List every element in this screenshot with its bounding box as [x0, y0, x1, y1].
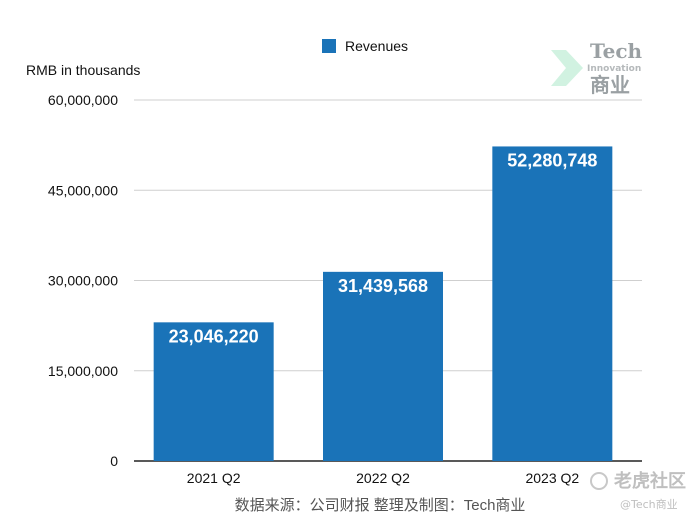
y-tick-label: 45,000,000	[48, 182, 118, 198]
watermark-brand-sub: Innovation	[587, 64, 641, 74]
y-axis-label: RMB in thousands	[26, 62, 140, 78]
legend: Revenues	[322, 38, 408, 54]
x-tick-label: 2022 Q2	[356, 470, 410, 486]
watermark-brand-en: Tech	[590, 39, 642, 63]
watermark-laohu-name: 老虎社区	[614, 470, 686, 492]
x-tick-label: 2023 Q2	[525, 470, 579, 486]
tech-brand-watermark: Tech Innovation 商业	[551, 39, 642, 97]
y-tick-label: 60,000,000	[48, 92, 118, 108]
legend-label-revenues: Revenues	[345, 38, 408, 54]
tiger-community-icon	[590, 472, 608, 490]
source-note: 数据来源：公司财报 整理及制图：Tech商业	[235, 497, 526, 514]
y-tick-label: 0	[110, 453, 118, 469]
legend-swatch-revenues	[322, 39, 336, 53]
x-tick-labels: 2021 Q2 2022 Q2 2023 Q2	[187, 470, 580, 486]
data-label: 31,439,568	[338, 276, 428, 296]
bar	[323, 271, 443, 461]
y-tick-label: 30,000,000	[48, 273, 118, 289]
watermark-brand-cn: 商业	[590, 73, 630, 97]
laohu-watermark: 老虎社区 @Tech商业	[590, 470, 686, 511]
data-label: 52,280,748	[507, 150, 597, 170]
bar	[492, 146, 613, 462]
chevron-logo-icon	[551, 50, 583, 86]
bars: 23,046,220 31,439,568 52,280,748	[153, 146, 613, 462]
data-label: 23,046,220	[169, 326, 259, 346]
watermark-laohu-handle: @Tech商业	[620, 497, 678, 511]
bar	[153, 322, 274, 461]
y-tick-labels: 0 15,000,000 30,000,000 45,000,000 60,000,00…	[48, 92, 118, 469]
x-tick-label: 2021 Q2	[187, 470, 241, 486]
y-tick-label: 15,000,000	[48, 363, 118, 379]
